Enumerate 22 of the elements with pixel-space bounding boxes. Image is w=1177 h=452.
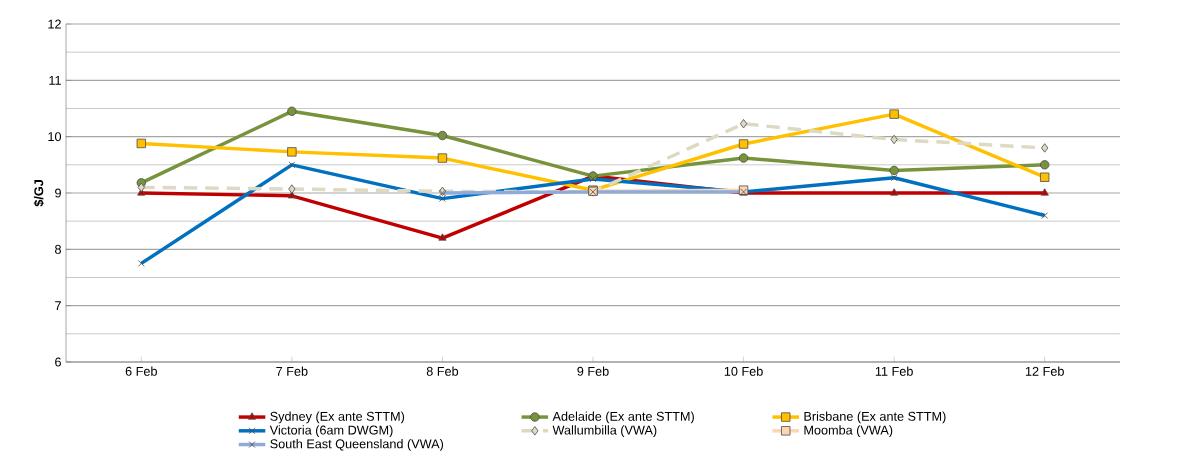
x-tick-label: 6 Feb [125, 366, 157, 376]
y-tick-label: 8 [55, 244, 61, 254]
legend-label: Adelaide (Ex ante STTM) [552, 411, 694, 424]
y-tick-label: 6 [55, 357, 61, 367]
y-tick-label: 9 [55, 188, 61, 198]
x-tick-label: 7 Feb [276, 366, 308, 376]
legend-label: Wallumbilla (VWA) [552, 425, 657, 438]
legend-label: Brisbane (Ex ante STTM) [804, 411, 946, 424]
x-tick-label: 12 Feb [1025, 366, 1064, 376]
x-tick-label: 8 Feb [426, 366, 459, 376]
y-tick-label: 11 [49, 75, 61, 85]
y-tick-label: 10 [48, 132, 62, 142]
x-tick-label: 11 Feb [875, 366, 913, 376]
x-tick-label: 10 Feb [724, 366, 763, 376]
y-tick-label: 12 [48, 19, 61, 29]
legend-label: Sydney (Ex ante STTM) [270, 411, 405, 424]
x-tick-label: 9 Feb [577, 366, 609, 376]
legend-label: Victoria (6am DWGM) [269, 425, 393, 438]
legend-label: Moomba (VWA) [804, 425, 893, 438]
y-axis-title: $/GJ [33, 180, 45, 207]
y-tick-label: 7 [55, 301, 61, 311]
legend-label: South East Queensland (VWA) [270, 439, 444, 451]
